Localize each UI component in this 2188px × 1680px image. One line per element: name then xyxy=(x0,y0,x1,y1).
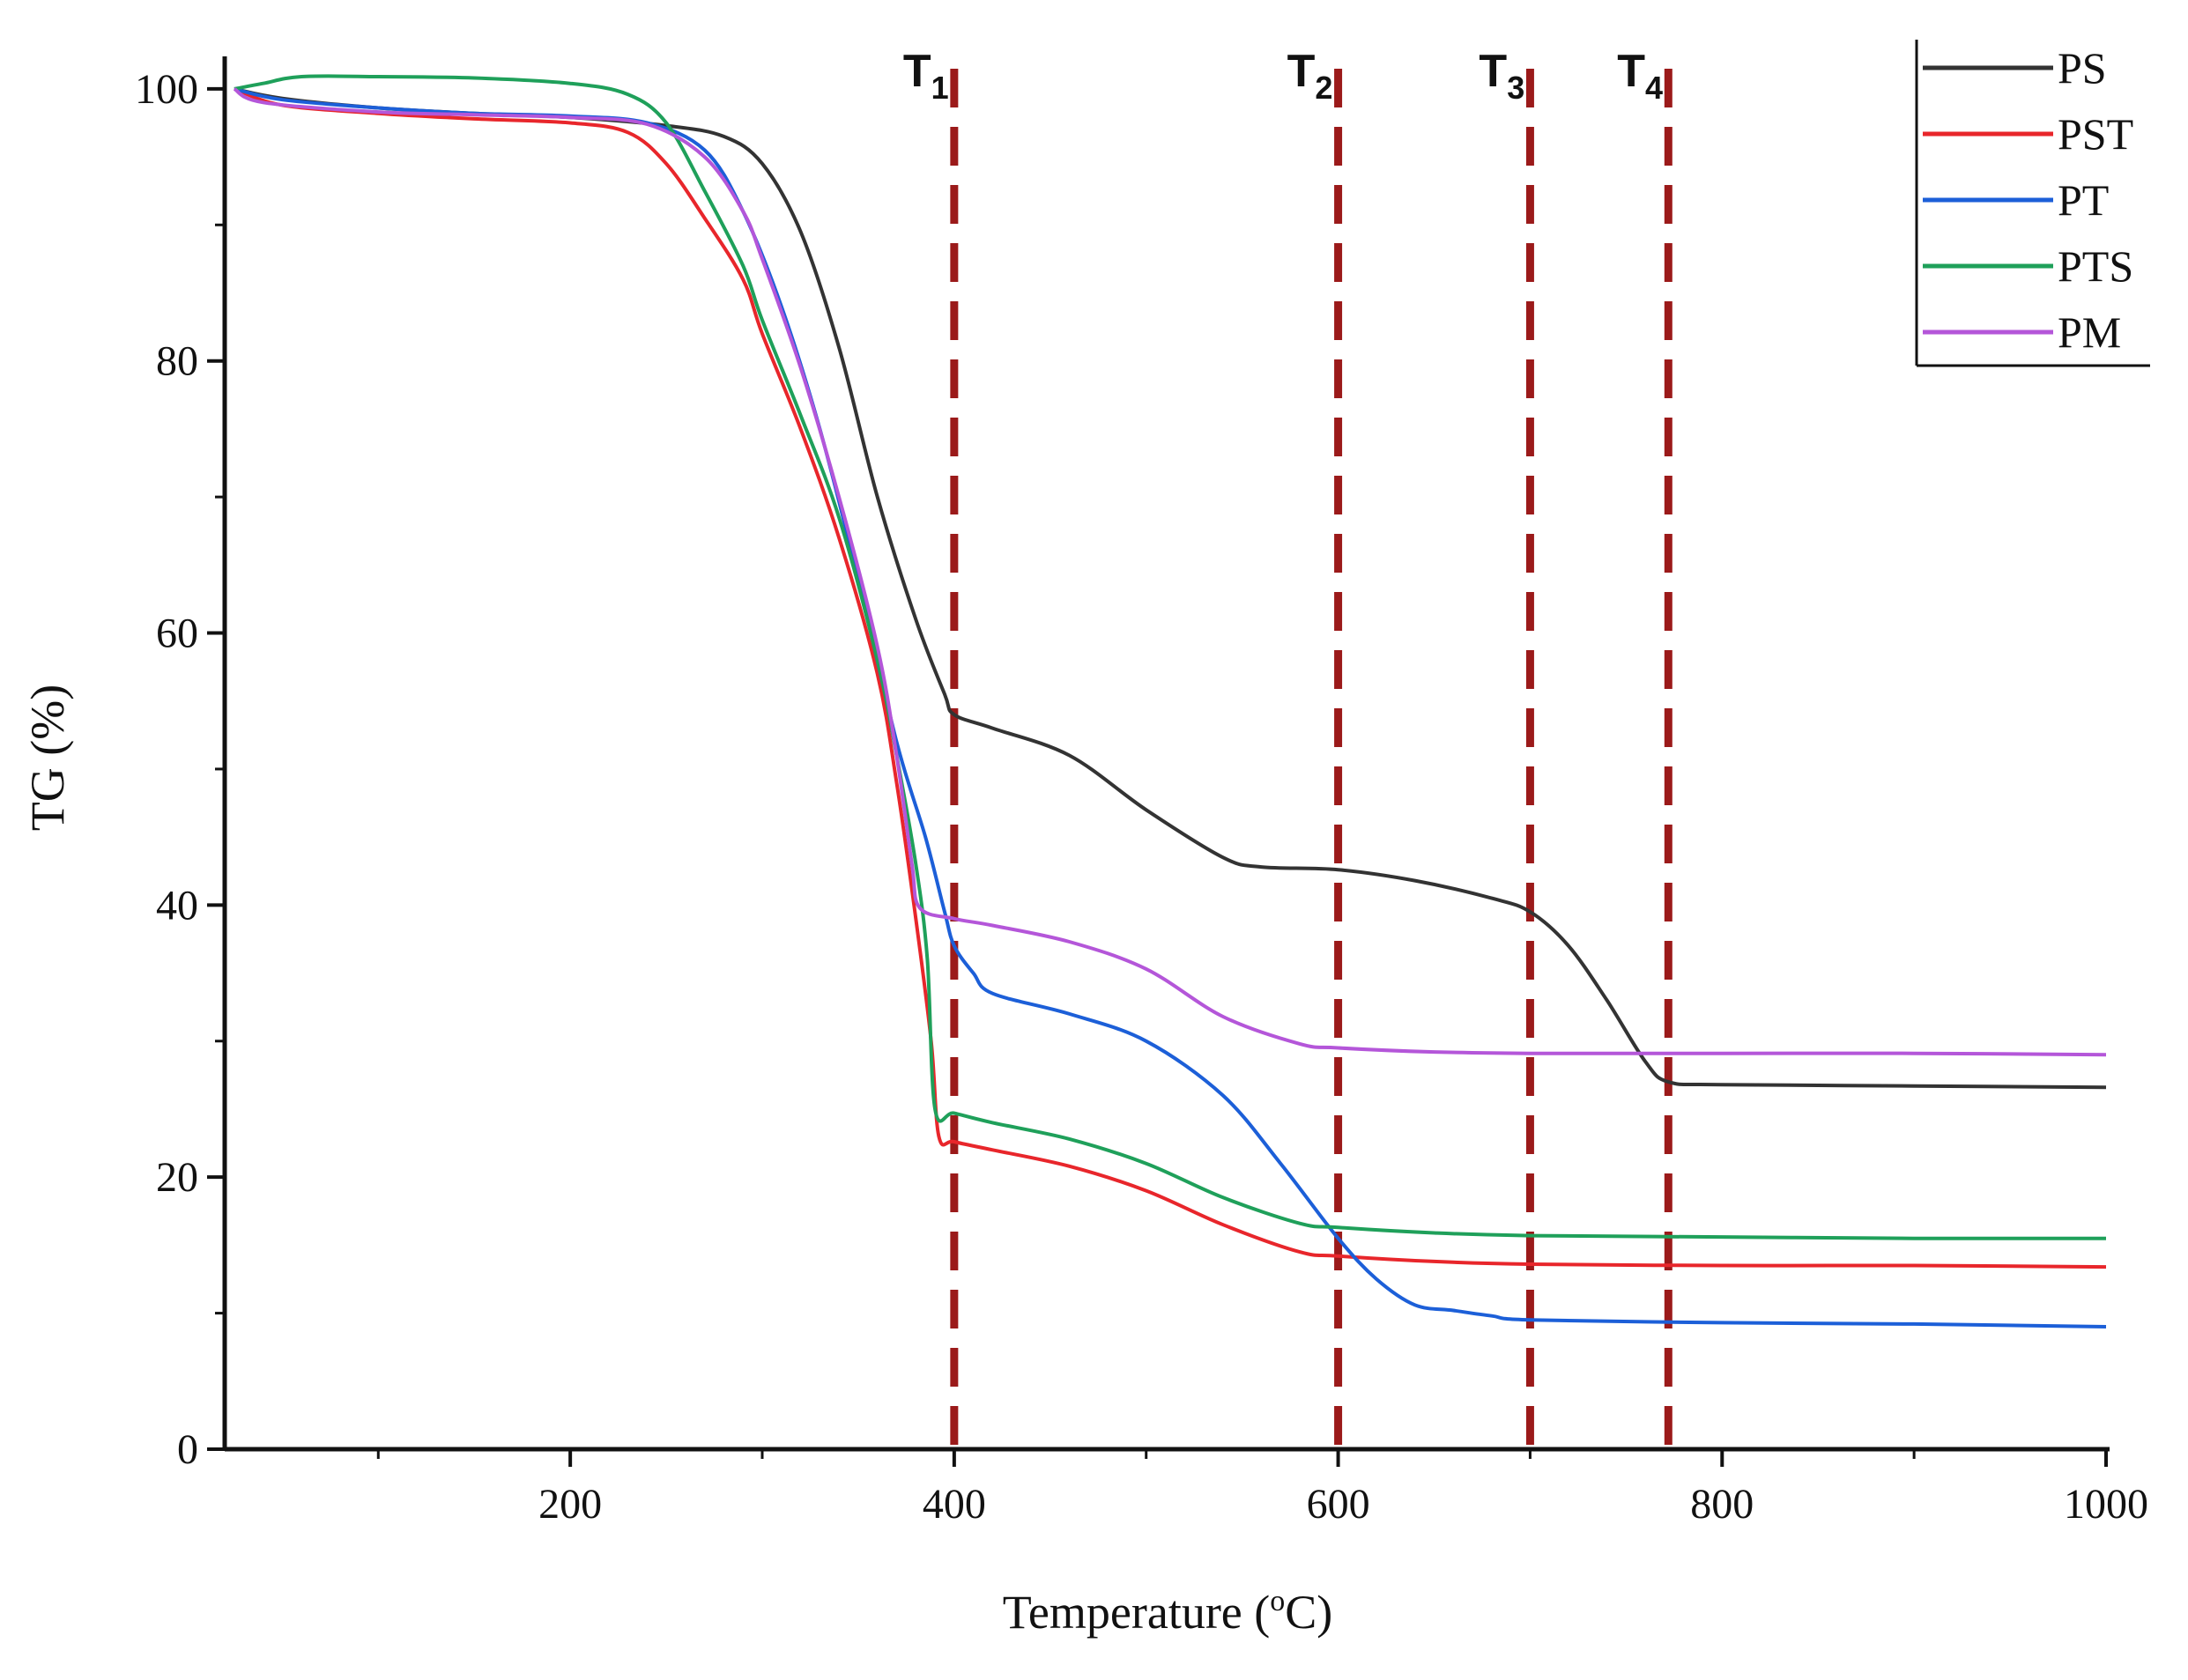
marker-label-letter: T xyxy=(1287,46,1316,97)
legend-label-pt: PT xyxy=(2058,175,2109,225)
y-tick-label: 60 xyxy=(156,611,198,657)
x-tick-label: 1000 xyxy=(2064,1481,2148,1528)
series-line-pts xyxy=(234,74,2107,1240)
x-axis-title-end: C) xyxy=(1285,1586,1332,1639)
y-axis-title: TG (%) xyxy=(21,685,74,831)
x-tick-label: 800 xyxy=(1690,1481,1754,1528)
y-tick-label: 40 xyxy=(156,882,198,929)
data-series xyxy=(233,74,2107,1328)
marker-label-letter: T xyxy=(1479,46,1507,97)
marker-label-4: T4 xyxy=(1617,46,1663,106)
legend-label-ps: PS xyxy=(2058,43,2107,93)
marker-label-subscript: 3 xyxy=(1507,70,1524,106)
legend-label-pm: PM xyxy=(2058,307,2121,357)
y-tick-label: 100 xyxy=(135,66,198,113)
legend: PS PST PT PTS PM xyxy=(1915,40,2150,367)
marker-label-subscript: 1 xyxy=(931,70,949,106)
marker-label-letter: T xyxy=(1617,46,1645,97)
x-axis-title-main: Temperature ( xyxy=(1003,1586,1271,1639)
x-tick-label: 400 xyxy=(923,1481,986,1528)
marker-label-3: T3 xyxy=(1479,46,1524,106)
marker-label-1: T1 xyxy=(903,46,949,106)
x-tick-label: 200 xyxy=(538,1481,602,1528)
x-axis-title: Temperature (oC) xyxy=(1003,1585,1333,1639)
legend-label-pst: PST xyxy=(2058,109,2133,159)
y-tick-label: 80 xyxy=(156,338,198,385)
series-line-ps xyxy=(234,86,2107,1090)
series-line-pt xyxy=(234,86,2107,1328)
y-tick-label: 20 xyxy=(156,1154,198,1201)
marker-label-subscript: 4 xyxy=(1645,70,1663,106)
temperature-markers: T1 T2 T3 T4 xyxy=(903,46,1673,1449)
y-tick-label: 0 xyxy=(177,1426,198,1473)
x-axis-title-sup: o xyxy=(1270,1585,1285,1617)
marker-label-subscript: 2 xyxy=(1315,70,1332,106)
marker-label-letter: T xyxy=(903,46,931,97)
marker-label-2: T2 xyxy=(1287,46,1333,106)
series-line-pm xyxy=(233,87,2107,1057)
axes: 200 400 600 800 1000 0 20 40 60 80 100 xyxy=(135,56,2148,1528)
series-line-pst xyxy=(234,87,2107,1269)
legend-label-pts: PTS xyxy=(2058,241,2133,291)
x-tick-label: 600 xyxy=(1307,1481,1370,1528)
